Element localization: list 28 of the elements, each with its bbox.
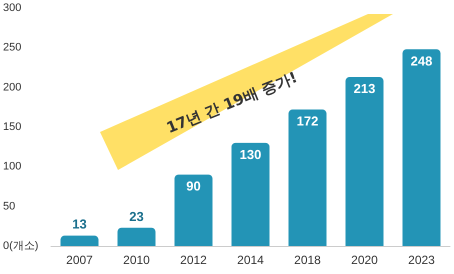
y-tick-label: 200 [3, 81, 22, 94]
y-tick-label: 150 [3, 121, 22, 133]
y-tick-label: 100 [3, 160, 22, 173]
y-tick-label: 300 [3, 2, 22, 14]
x-tick-label: 2020 [351, 253, 378, 267]
data-label: 130 [240, 146, 262, 162]
x-tick-label: 2018 [294, 253, 322, 267]
y-tick-label: 250 [3, 42, 22, 54]
bar [232, 142, 270, 246]
bar [60, 236, 98, 246]
data-label: 213 [354, 81, 376, 96]
data-label: 248 [410, 53, 432, 68]
data-label: 13 [72, 216, 87, 232]
bar [118, 228, 156, 246]
x-tick-label: 2012 [180, 253, 208, 267]
x-tick-label: 2023 [408, 253, 436, 267]
data-label: 172 [296, 114, 318, 129]
y-tick-label: 50 [3, 200, 16, 212]
x-tick-label: 2007 [66, 253, 94, 267]
bar [288, 110, 326, 246]
bar [402, 49, 440, 246]
bar [174, 174, 212, 246]
x-tick-label: 2014 [237, 253, 264, 267]
data-label: 23 [129, 208, 144, 224]
data-label: 90 [186, 178, 201, 194]
y-tick-label: 0(개소) [3, 240, 38, 252]
bar [346, 77, 384, 246]
x-tick-label: 2010 [123, 253, 150, 267]
